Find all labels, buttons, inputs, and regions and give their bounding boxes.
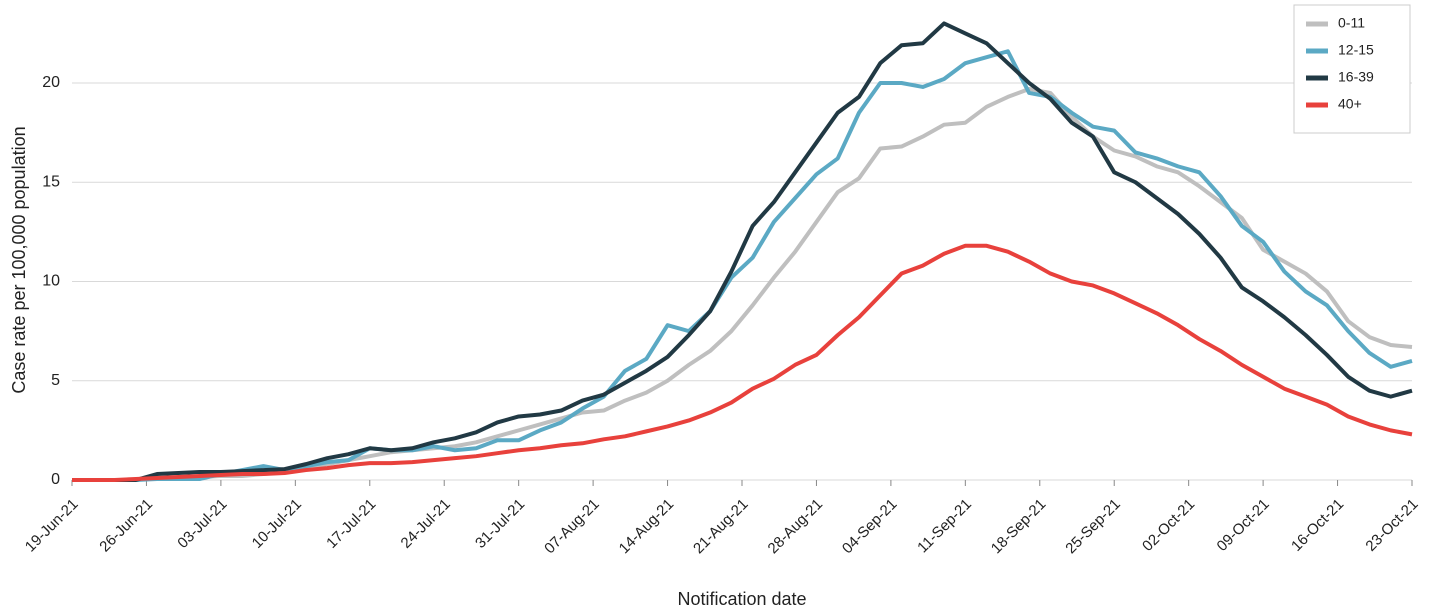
x-tick-label: 09-Oct-21 <box>1214 496 1273 555</box>
legend-label: 16-39 <box>1338 69 1374 85</box>
x-tick-label: 16-Oct-21 <box>1288 496 1347 555</box>
y-tick-label: 20 <box>42 74 60 91</box>
x-tick-label: 25-Sep-21 <box>1062 496 1124 558</box>
x-tick-label: 26-Jun-21 <box>96 496 156 556</box>
x-tick-label: 04-Sep-21 <box>839 496 901 558</box>
y-tick-label: 0 <box>51 471 60 488</box>
series-line <box>72 49 1413 482</box>
y-tick-label: 15 <box>42 173 60 190</box>
x-tick-label: 28-Aug-21 <box>765 496 827 558</box>
x-tick-label: 07-Aug-21 <box>541 496 603 558</box>
x-tick-label: 11-Sep-21 <box>914 496 975 557</box>
x-tick-label: 10-Jul-21 <box>249 496 305 552</box>
legend-label: 0-11 <box>1338 15 1365 31</box>
x-tick-label: 03-Jul-21 <box>174 496 230 552</box>
y-axis-title: Case rate per 100,000 population <box>9 126 29 393</box>
x-tick-label: 02-Oct-21 <box>1139 496 1198 555</box>
x-tick-label: 17-Jul-21 <box>323 496 379 552</box>
x-tick-label: 23-Oct-21 <box>1362 496 1421 555</box>
series-line <box>72 21 1413 482</box>
y-tick-label: 5 <box>51 372 60 389</box>
legend-label: 12-15 <box>1338 42 1374 58</box>
x-tick-label: 14-Aug-21 <box>616 496 678 558</box>
x-tick-label: 21-Aug-21 <box>690 496 752 558</box>
series-line <box>72 243 1413 482</box>
x-tick-label: 24-Jul-21 <box>398 496 454 552</box>
legend-label: 40+ <box>1338 96 1362 112</box>
legend: 0-11 12-15 16-39 40+ <box>1293 4 1411 134</box>
x-tick-label: 18-Sep-21 <box>988 496 1050 558</box>
series-line <box>72 86 1413 482</box>
x-axis-title: Notification date <box>677 589 806 609</box>
y-tick-label: 10 <box>42 273 60 290</box>
x-tick-label: 31-Jul-21 <box>472 496 528 552</box>
x-tick-label: 19-Jun-21 <box>22 496 82 556</box>
